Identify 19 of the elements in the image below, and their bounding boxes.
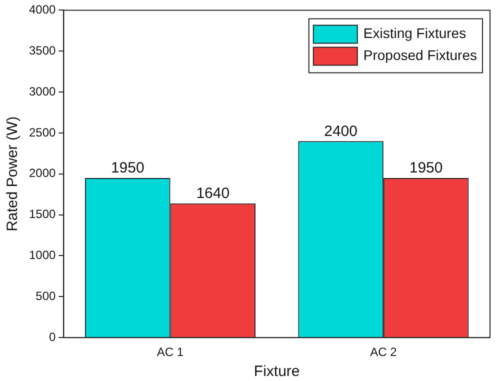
legend-label: Proposed Fixtures	[363, 47, 478, 64]
y-tick-label: 1500	[28, 207, 56, 222]
y-tick-label: 3000	[28, 84, 56, 98]
x-tick-label: AC 2	[370, 345, 398, 360]
data-label: 1950	[409, 160, 443, 177]
legend-label: Existing Fixtures	[363, 25, 466, 42]
y-tick-label: 500	[36, 288, 56, 303]
data-label: 1640	[196, 185, 230, 202]
y-tick-label: 1000	[28, 248, 56, 262]
data-label: 1950	[110, 160, 144, 177]
x-axis-title: Fixture	[254, 363, 300, 380]
y-tick-label: 2000	[28, 166, 56, 180]
x-tick-label: AC 1	[156, 345, 184, 360]
y-axis-title: Rated Power (W)	[4, 116, 22, 232]
y-tick-label: 0	[49, 330, 56, 344]
y-tick-label: 2500	[28, 125, 56, 140]
y-tick-label: 3500	[28, 43, 56, 58]
y-tick-label: 4000	[28, 2, 56, 17]
data-label: 2400	[324, 122, 358, 140]
